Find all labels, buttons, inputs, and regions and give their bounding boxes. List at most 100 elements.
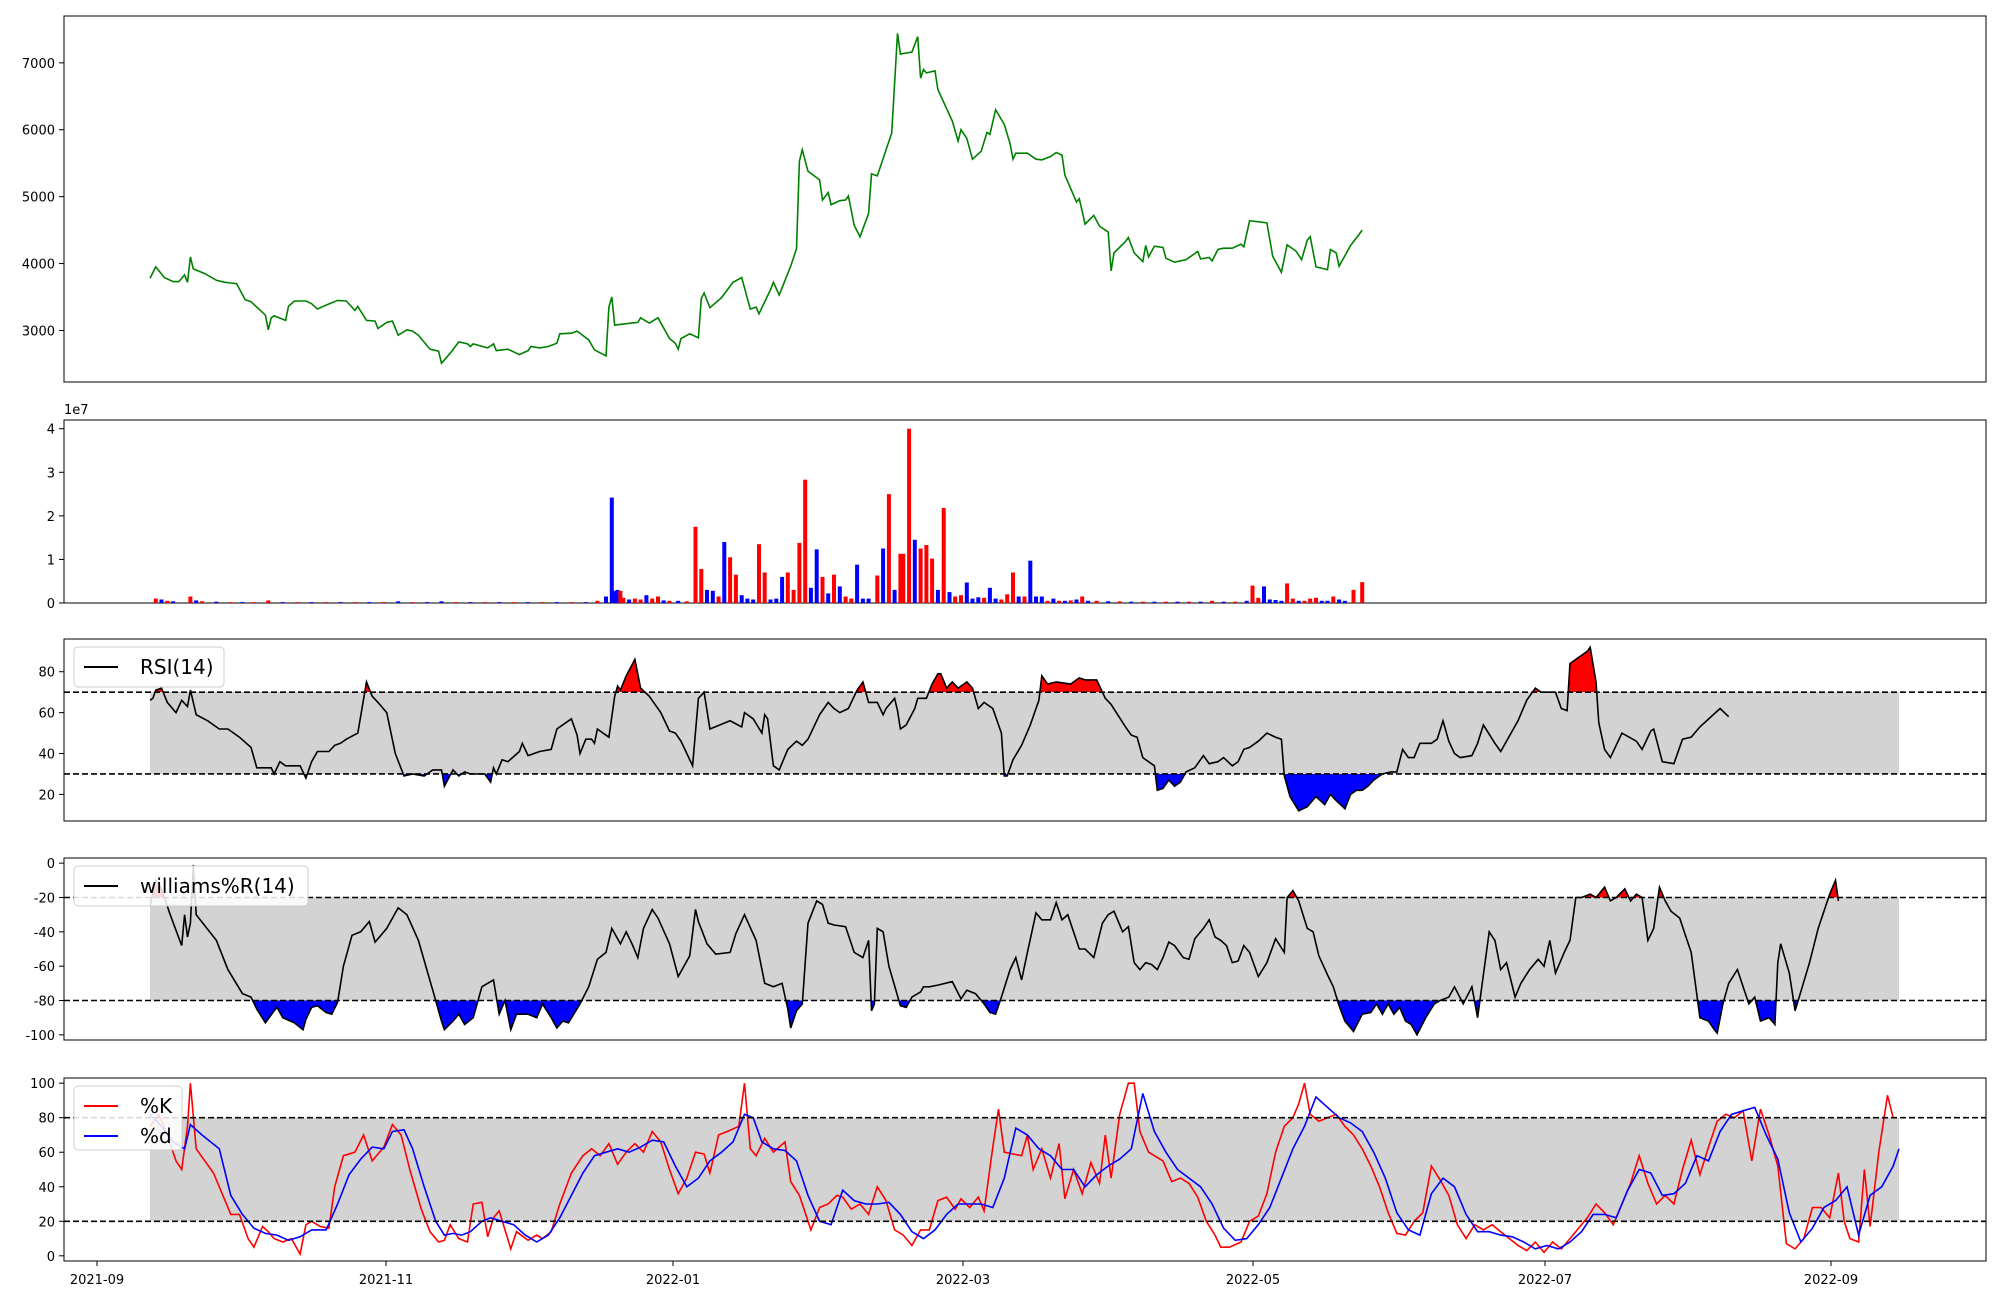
x-tick-label: 2022-07 xyxy=(1518,1273,1572,1288)
volume-bar xyxy=(1152,601,1157,603)
volume-bar xyxy=(425,602,430,603)
volume-bar xyxy=(1360,582,1365,603)
stoch-legend-label: %K xyxy=(140,1094,173,1118)
volume-bar xyxy=(976,597,981,603)
volume-bar xyxy=(1290,598,1295,603)
volume-bar xyxy=(716,596,721,603)
volume-bar xyxy=(309,602,314,603)
williams-panel-frame xyxy=(63,857,1987,1041)
stoch-ytick-label: 20 xyxy=(38,1215,55,1230)
volume-bar xyxy=(638,599,643,603)
volume-bar xyxy=(1117,601,1122,603)
volume-bar xyxy=(728,557,733,604)
volume-bar xyxy=(153,598,158,603)
volume-bar xyxy=(604,596,608,603)
rsi-ytick-label: 80 xyxy=(38,666,55,681)
volume-bar xyxy=(1337,599,1342,603)
volume-bar xyxy=(1325,600,1330,603)
volume-bar xyxy=(251,602,256,603)
rsi-ytick-label: 20 xyxy=(38,788,55,803)
volume-bar xyxy=(1028,560,1033,603)
volume-bar xyxy=(1210,600,1215,603)
volume-bar xyxy=(200,601,204,603)
volume-bar xyxy=(1094,600,1099,603)
volume-bar xyxy=(837,586,842,603)
volume-bar xyxy=(165,600,170,603)
williams-legend-label: williams%R(14) xyxy=(140,874,295,898)
volume-bar xyxy=(511,602,516,603)
volume-bar xyxy=(1250,585,1255,603)
williams-legend xyxy=(73,865,309,907)
volume-bar xyxy=(699,569,704,603)
williams-ytick-label: -40 xyxy=(34,926,55,941)
williams-ytick-label: -80 xyxy=(34,995,55,1010)
volume-bar xyxy=(1244,600,1249,603)
volume-bar xyxy=(615,589,620,603)
volume-bar xyxy=(367,602,372,603)
williams-band xyxy=(150,897,1899,1001)
williams-line xyxy=(149,864,1840,1037)
volume-bar xyxy=(266,600,271,603)
price-line xyxy=(149,33,1363,366)
volume-bar xyxy=(751,599,756,603)
volume-bar xyxy=(722,542,727,603)
volume-bar xyxy=(1331,596,1336,603)
volume-bar xyxy=(999,599,1004,603)
price-ytick-label: 6000 xyxy=(22,124,55,139)
volume-bar xyxy=(1319,600,1324,603)
volume-bar xyxy=(1022,596,1027,603)
volume-bar xyxy=(612,590,617,603)
volume-bar xyxy=(1005,594,1010,603)
volume-bar xyxy=(1080,596,1085,603)
rsi-ytick-label: 60 xyxy=(38,707,55,722)
volume-bar xyxy=(482,602,487,603)
volume-ytick-label: 3 xyxy=(47,466,55,481)
volume-bar xyxy=(644,595,649,603)
volume-bar xyxy=(439,601,444,603)
volume-bar xyxy=(632,598,637,603)
volume-bar xyxy=(959,595,963,603)
price-ytick-label: 7000 xyxy=(22,57,55,72)
volume-bar xyxy=(1308,598,1313,603)
volume-bar xyxy=(1273,600,1278,603)
volume-bar xyxy=(453,602,458,603)
volume-bar xyxy=(774,598,779,603)
volume-bar xyxy=(324,602,329,603)
volume-bar xyxy=(907,428,912,603)
volume-bar xyxy=(953,596,958,603)
volume-bar xyxy=(803,479,808,603)
volume-bar xyxy=(656,596,660,603)
volume-bar xyxy=(1163,601,1168,603)
volume-bar xyxy=(1140,601,1145,603)
stoch-d-line xyxy=(149,1093,1900,1250)
volume-bar xyxy=(338,602,343,603)
volume-bar xyxy=(1011,572,1015,603)
volume-bar xyxy=(410,602,415,603)
volume-bar xyxy=(1057,600,1062,603)
volume-scale-label: 1e7 xyxy=(64,403,89,418)
volume-bar xyxy=(866,598,871,603)
volume-bar xyxy=(214,601,219,603)
price-ytick-label: 5000 xyxy=(22,191,55,206)
rsi-legend-label: RSI(14) xyxy=(140,655,214,679)
volume-bar xyxy=(820,576,825,603)
volume-ytick-label: 1 xyxy=(47,553,55,568)
volume-bar xyxy=(381,602,386,603)
price-ytick-label: 3000 xyxy=(22,324,55,339)
volume-bar xyxy=(1068,600,1073,603)
volume-bar xyxy=(1256,597,1261,603)
volume-bar xyxy=(1351,589,1356,603)
volume-bar xyxy=(1175,601,1180,603)
volume-bar xyxy=(295,602,300,603)
volume-bar xyxy=(1074,599,1079,603)
volume-bar xyxy=(159,599,164,603)
price-panel-frame xyxy=(63,15,1987,383)
volume-bar xyxy=(791,589,796,603)
volume-bar xyxy=(739,595,744,603)
volume-bar xyxy=(280,602,285,603)
volume-bar xyxy=(875,575,880,603)
volume-bar xyxy=(1233,601,1238,603)
volume-bar xyxy=(855,564,860,603)
volume-bar xyxy=(710,590,715,603)
volume-bar xyxy=(1262,586,1266,603)
